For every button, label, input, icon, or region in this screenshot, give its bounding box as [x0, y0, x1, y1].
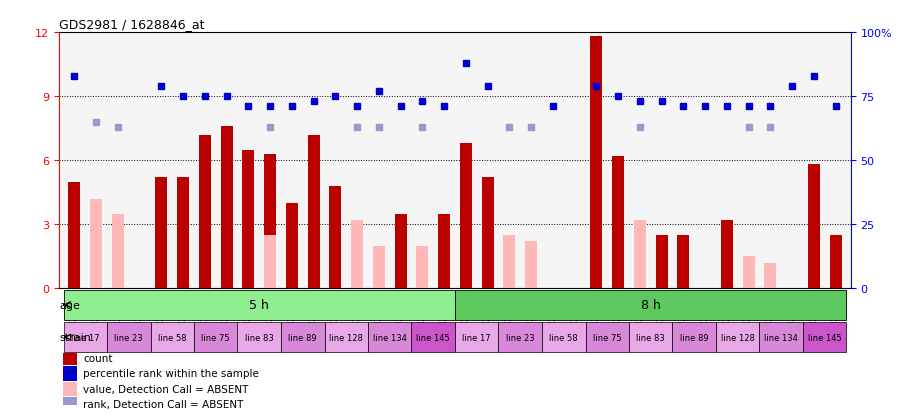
Bar — [677, 235, 690, 289]
Text: line 75: line 75 — [593, 333, 622, 342]
Text: line 83: line 83 — [636, 333, 665, 342]
Bar — [325, 323, 368, 352]
Text: value, Detection Call = ABSENT: value, Detection Call = ABSENT — [83, 384, 248, 394]
Bar — [499, 323, 542, 352]
Bar — [264, 154, 276, 289]
Bar — [411, 323, 455, 352]
Text: age: age — [59, 300, 80, 310]
Bar — [373, 246, 385, 289]
Text: line 23: line 23 — [506, 333, 534, 342]
Text: percentile rank within the sample: percentile rank within the sample — [83, 368, 258, 379]
Bar — [329, 186, 341, 289]
Text: line 17: line 17 — [462, 333, 491, 342]
Bar — [417, 246, 429, 289]
Bar — [655, 235, 668, 289]
Text: line 75: line 75 — [201, 333, 230, 342]
Text: line 128: line 128 — [329, 333, 363, 342]
Bar — [90, 199, 102, 289]
Bar — [585, 323, 629, 352]
Bar — [63, 366, 77, 381]
Text: line 128: line 128 — [721, 333, 754, 342]
Bar — [64, 323, 107, 352]
Text: line 134: line 134 — [373, 333, 407, 342]
Bar — [455, 323, 499, 352]
Bar — [220, 127, 233, 289]
Text: line 58: line 58 — [550, 333, 578, 342]
Bar — [481, 178, 493, 289]
Bar — [760, 323, 803, 352]
Bar — [281, 323, 325, 352]
Bar — [460, 144, 472, 289]
Text: line 83: line 83 — [245, 333, 274, 342]
Text: strain: strain — [59, 332, 92, 342]
Text: rank, Detection Call = ABSENT: rank, Detection Call = ABSENT — [83, 399, 243, 409]
Text: line 134: line 134 — [764, 333, 798, 342]
Bar — [63, 397, 77, 411]
Text: GDS2981 / 1628846_at: GDS2981 / 1628846_at — [59, 17, 205, 31]
Bar — [242, 150, 255, 289]
Bar — [591, 37, 602, 289]
Text: line 58: line 58 — [158, 333, 187, 342]
Bar — [542, 323, 585, 352]
Bar — [743, 256, 754, 289]
Bar — [63, 351, 77, 366]
Bar — [351, 221, 363, 289]
Bar — [438, 214, 450, 289]
Text: line 89: line 89 — [680, 333, 709, 342]
Text: line 17: line 17 — [71, 333, 99, 342]
Bar — [63, 382, 77, 396]
Bar — [112, 214, 124, 289]
Bar — [238, 323, 281, 352]
Bar — [107, 323, 150, 352]
Bar — [525, 242, 537, 289]
Bar — [634, 221, 646, 289]
Bar — [716, 323, 760, 352]
Bar — [612, 157, 624, 289]
Bar — [629, 323, 672, 352]
Bar — [455, 290, 846, 320]
Text: line 145: line 145 — [417, 333, 450, 342]
Bar — [308, 135, 319, 289]
Bar — [503, 235, 515, 289]
Bar — [803, 323, 846, 352]
Text: 8 h: 8 h — [641, 298, 661, 311]
Text: line 89: line 89 — [288, 333, 317, 342]
Bar — [286, 204, 298, 289]
Bar — [830, 235, 842, 289]
Text: line 23: line 23 — [115, 333, 143, 342]
Text: 5 h: 5 h — [249, 298, 269, 311]
Bar — [199, 135, 211, 289]
Bar — [177, 178, 189, 289]
Bar — [808, 165, 820, 289]
Bar — [368, 323, 411, 352]
Bar — [395, 214, 407, 289]
Bar — [764, 263, 776, 289]
Bar — [156, 178, 167, 289]
Bar — [721, 221, 733, 289]
Bar — [264, 235, 276, 289]
Bar — [194, 323, 238, 352]
Bar — [150, 323, 194, 352]
Text: line 145: line 145 — [808, 333, 842, 342]
Bar — [68, 182, 80, 289]
Bar — [64, 290, 455, 320]
Text: count: count — [83, 353, 113, 363]
Bar — [672, 323, 716, 352]
